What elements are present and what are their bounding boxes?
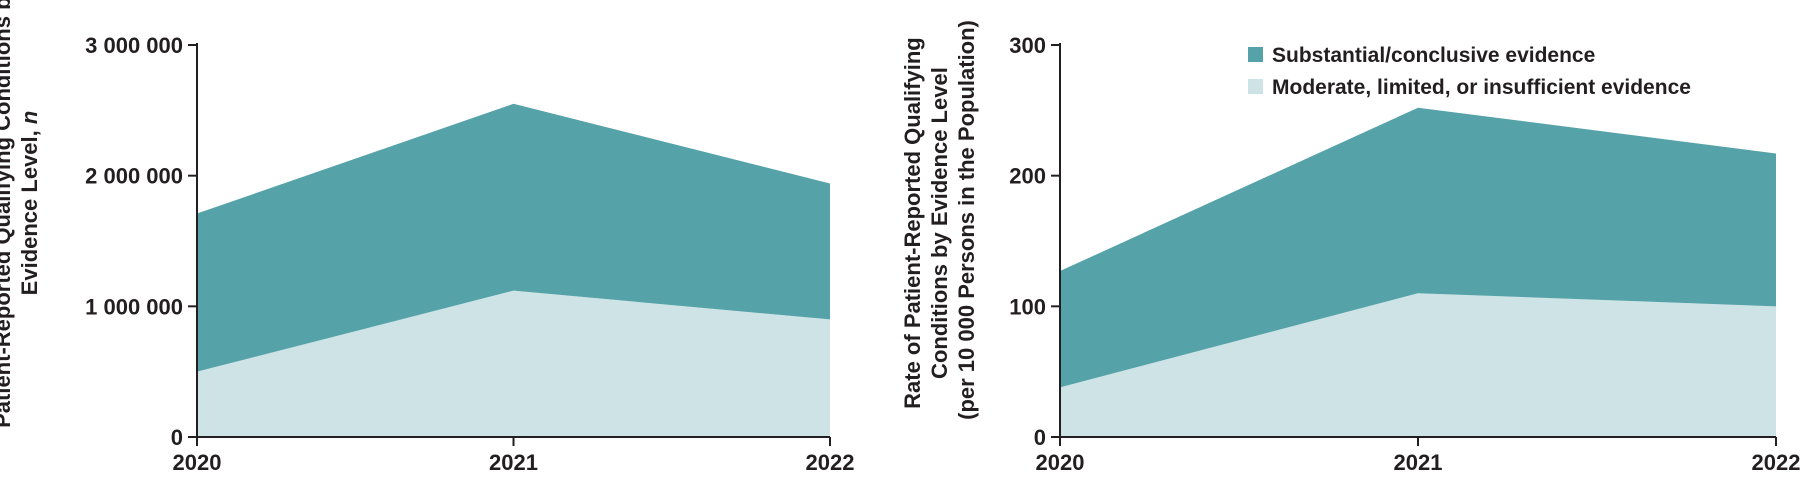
x-tick-label: 2022: [806, 450, 855, 475]
axes: [188, 43, 831, 446]
x-tick-label: 2020: [1036, 450, 1085, 475]
area-moderate: [197, 290, 830, 437]
x-tick-label: 2022: [1752, 450, 1800, 475]
y-tick-label: 200: [1009, 164, 1046, 189]
legend-label-substantial: Substantial/conclusive evidence: [1272, 44, 1595, 67]
x-tick-labels: 2020 2021 2022: [1036, 450, 1800, 475]
y-axis-label: Rate of Patient-Reported Qualifying Cond…: [900, 20, 979, 420]
legend-swatch-moderate: [1248, 79, 1263, 94]
y-tick-label: 1 000 000: [85, 294, 183, 319]
legend-label-moderate: Moderate, limited, or insufficient evide…: [1272, 76, 1691, 99]
y-tick-label: 3 000 000: [85, 33, 183, 58]
y-tick-labels: 0 100 200 300: [1009, 33, 1046, 450]
area-layer: [1060, 107, 1776, 437]
y-tick-label: 0: [1034, 425, 1046, 450]
x-tick-label: 2021: [1394, 450, 1443, 475]
area-moderate: [1060, 293, 1776, 437]
x-tick-labels: 2020 2021 2022: [173, 450, 855, 475]
chart-panel-rate: 0 100 200 300 2020 2021 2022 Rate of Patient-…: [900, 20, 1800, 475]
x-tick-label: 2021: [489, 450, 538, 475]
y-tick-label: 2 000 000: [85, 164, 183, 189]
y-tick-label: 300: [1009, 33, 1046, 58]
y-tick-labels: 0 1 000 000 2 000 000 3 000 000: [85, 33, 183, 450]
area-substantial: [1060, 107, 1776, 388]
axes: [1051, 43, 1777, 446]
area-layer: [197, 103, 830, 437]
y-tick-label: 100: [1009, 294, 1046, 319]
area-substantial: [197, 103, 830, 372]
x-tick-label: 2020: [173, 450, 222, 475]
legend-swatch-substantial: [1248, 47, 1263, 62]
y-axis-label: Patient-Reported Qualifying Conditions b…: [0, 0, 42, 428]
y-tick-label: 0: [171, 425, 183, 450]
legend: Substantial/conclusive evidence Moderate…: [1248, 44, 1691, 99]
